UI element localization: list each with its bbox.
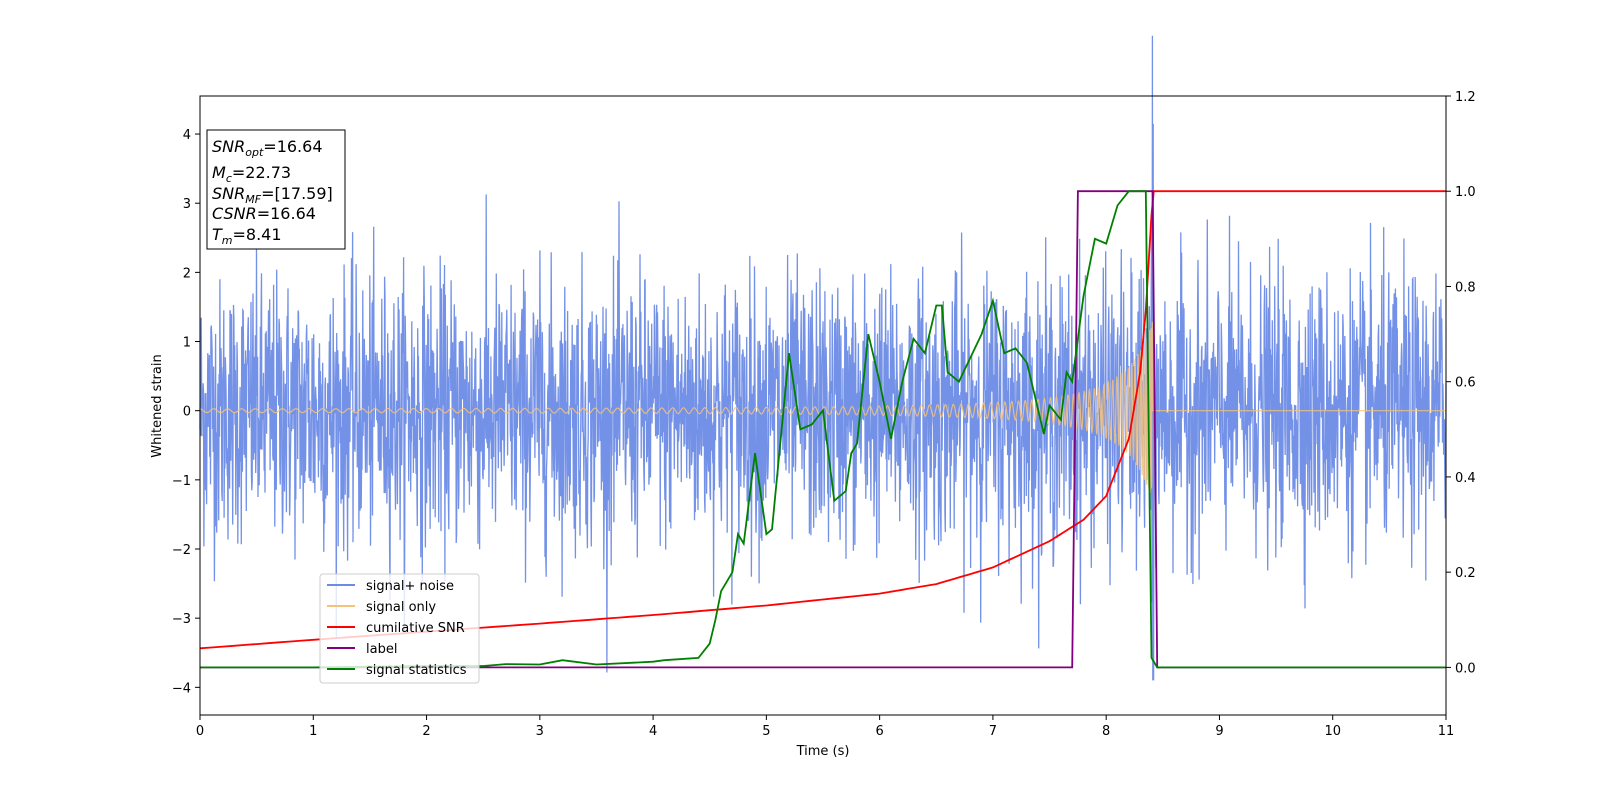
y-right-tick-label: 1.2 xyxy=(1455,90,1476,105)
annotation-snr-mf: SNRMF=[17.59] xyxy=(212,184,333,206)
x-tick-label: 0 xyxy=(196,724,204,739)
y-right-tick-label: 0.6 xyxy=(1455,376,1476,391)
y-right-tick-label: 1.0 xyxy=(1455,185,1476,200)
x-tick-label: 7 xyxy=(989,724,997,739)
plot-frame xyxy=(199,95,1447,716)
x-tick-label: 9 xyxy=(1215,724,1223,739)
signal-noise-line xyxy=(199,35,1447,681)
y-right-tick-label: 0.8 xyxy=(1455,280,1476,295)
signal-only-line xyxy=(199,322,1446,493)
annotation-mc-value: =22.73 xyxy=(232,163,291,182)
y-right-tick-label: 0.2 xyxy=(1455,566,1476,581)
annotation-mc: Mc=22.73 xyxy=(212,163,291,185)
legend-frame xyxy=(319,573,480,684)
x-tick-label: 10 xyxy=(1324,724,1341,739)
axis-ticks: 0 1 2 3 4 5 6 7 8 9 10 11 −4 −3 −2 −1 0 1 2 3 4 0.0 0.2 0.4 0.6 0… xyxy=(172,90,1476,739)
x-tick-label: 2 xyxy=(422,724,430,739)
x-tick-label: 8 xyxy=(1102,724,1110,739)
y-left-tick-label: 2 xyxy=(183,266,191,281)
y-right-tick-label: 0.4 xyxy=(1455,471,1476,486)
signal-statistics-line xyxy=(200,190,1446,669)
x-tick-label: 11 xyxy=(1438,724,1455,739)
legend-label-cumulative-snr: cumilative SNR xyxy=(366,621,465,636)
annotation-tm-value: =8.41 xyxy=(233,225,282,244)
stats-annotation-box: SNRopt=16.64 Mc=22.73 SNRMF=[17.59] CSNR… xyxy=(206,129,346,250)
x-tick-label: 4 xyxy=(649,724,657,739)
signal-only-series xyxy=(199,322,1446,493)
annotation-snr-opt-value: =16.64 xyxy=(263,137,322,156)
right-axis-series xyxy=(199,190,1446,669)
annotation-tm: Tm=8.41 xyxy=(212,225,282,247)
y-left-tick-label: −2 xyxy=(172,543,191,558)
x-axis-label: Time (s) xyxy=(796,744,850,759)
y-left-tick-label: 0 xyxy=(183,405,191,420)
annotation-snr-mf-value: =[17.59] xyxy=(261,184,333,203)
legend-label-signal-statistics: signal statistics xyxy=(366,663,467,678)
y-left-tick-label: 1 xyxy=(183,336,191,351)
y-left-tick-label: 4 xyxy=(183,128,191,143)
x-tick-label: 1 xyxy=(309,724,317,739)
annotation-csnr-value: =16.64 xyxy=(257,204,316,223)
y-axis-label: Whitened strain xyxy=(150,354,165,457)
y-left-tick-label: 3 xyxy=(183,197,191,212)
y-left-tick-label: −4 xyxy=(172,681,191,696)
x-tick-label: 3 xyxy=(536,724,544,739)
annotation-csnr: CSNR=16.64 xyxy=(212,204,316,223)
legend-label-signal-only: signal only xyxy=(366,600,436,615)
legend-label-label: label xyxy=(366,642,397,657)
legend: signal+ noise signal only cumilative SNR… xyxy=(319,573,480,684)
y-left-tick-label: −3 xyxy=(172,612,191,627)
annotation-snr-opt: SNRopt=16.64 xyxy=(212,137,323,159)
signal-noise-series xyxy=(199,35,1447,681)
legend-label-signal-noise: signal+ noise xyxy=(366,579,454,594)
y-left-tick-label: −1 xyxy=(172,474,191,489)
annotation-frame xyxy=(206,129,346,250)
y-right-tick-label: 0.0 xyxy=(1455,661,1476,676)
x-tick-label: 6 xyxy=(875,724,883,739)
x-tick-label: 5 xyxy=(762,724,770,739)
